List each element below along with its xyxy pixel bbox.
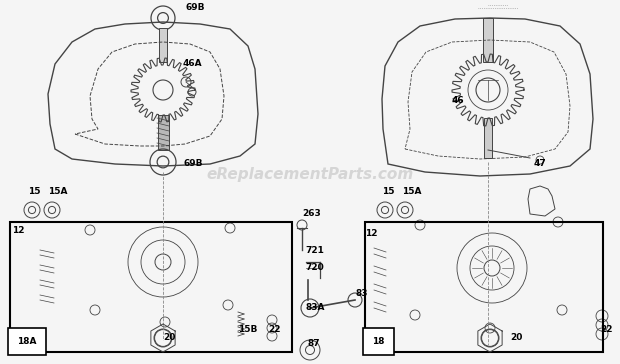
Text: 15: 15 [28, 187, 40, 196]
Text: 15: 15 [382, 187, 394, 196]
Text: 12: 12 [365, 229, 378, 238]
Text: 721: 721 [305, 246, 324, 255]
Text: 15A: 15A [402, 187, 422, 196]
Text: 12: 12 [12, 226, 25, 235]
Text: 87: 87 [308, 339, 321, 348]
Text: 15A: 15A [48, 187, 68, 196]
Text: 83A: 83A [305, 303, 324, 312]
Bar [484, 118, 492, 158]
Bar [157, 115, 169, 150]
Text: 263: 263 [302, 209, 321, 218]
Text: 69B: 69B [185, 3, 205, 12]
Bar [159, 28, 167, 62]
Text: eReplacementParts.com: eReplacementParts.com [206, 167, 414, 182]
Bar [483, 18, 493, 62]
Text: 46A: 46A [183, 59, 203, 68]
Bar [365, 222, 603, 352]
Text: 18A: 18A [17, 337, 37, 346]
Text: 15B: 15B [238, 325, 257, 334]
Text: 20: 20 [510, 333, 523, 342]
Text: 18: 18 [372, 337, 384, 346]
Text: 22: 22 [600, 325, 613, 334]
Bar [10, 222, 292, 352]
Text: 22: 22 [268, 325, 280, 334]
Text: 47: 47 [534, 159, 547, 168]
Text: 46: 46 [452, 96, 464, 105]
Text: 20: 20 [163, 333, 175, 342]
Text: 69B: 69B [183, 159, 203, 168]
Text: 83: 83 [355, 289, 368, 298]
Text: 720: 720 [305, 263, 324, 272]
